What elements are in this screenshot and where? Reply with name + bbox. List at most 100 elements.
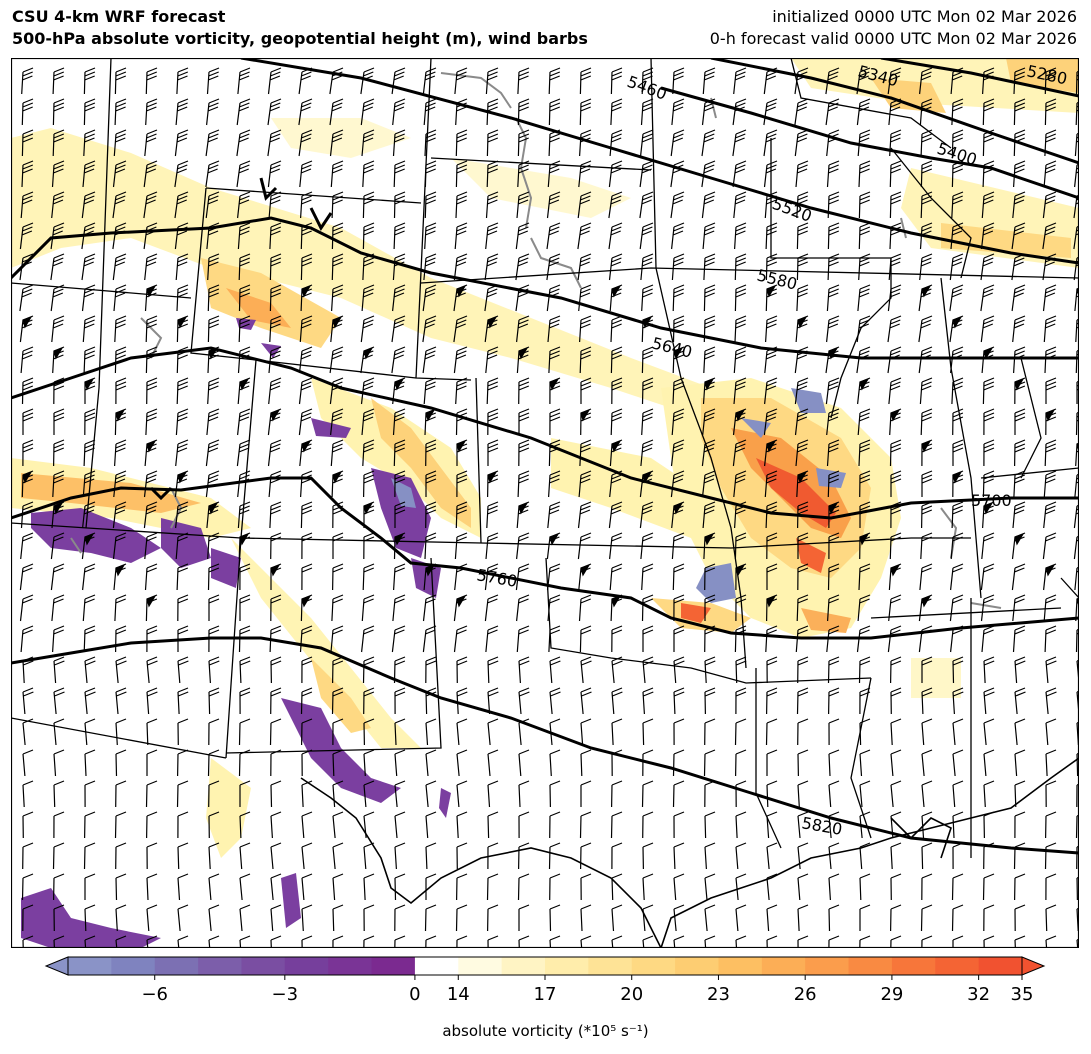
wind-barb (50, 563, 65, 591)
wind-barb (703, 346, 716, 374)
wind-barb (857, 408, 871, 436)
wind-barb (673, 656, 685, 684)
wind-barb (859, 718, 871, 746)
wind-barb (580, 656, 592, 684)
wind-barb (980, 253, 995, 281)
product-title: 500-hPa absolute vorticity, geopotential… (12, 29, 588, 48)
wind-barb (363, 687, 375, 715)
wind-barb (329, 67, 344, 95)
wind-barb (82, 501, 96, 529)
wind-barb (113, 284, 127, 312)
wind-barb (1042, 222, 1057, 250)
wind-barb (763, 160, 778, 188)
wind-barb (1011, 284, 1026, 312)
wind-barb (19, 563, 34, 591)
wind-barb (1074, 163, 1079, 188)
wind-barb (983, 904, 995, 932)
wind-barb (671, 532, 685, 560)
wind-barb (174, 160, 189, 188)
wind-barb (332, 904, 344, 932)
wind-barb (21, 160, 34, 188)
wind-barb (610, 346, 623, 374)
wind-barb (735, 842, 747, 870)
wind-barb (1076, 380, 1079, 404)
wind-barb (52, 129, 65, 157)
wind-barb (611, 780, 623, 808)
wind-barb (952, 408, 964, 436)
wind-flag (146, 439, 157, 453)
wind-barb (114, 67, 127, 95)
wind-barb (549, 749, 561, 777)
wind-barb (982, 873, 995, 901)
wind-barb (763, 408, 778, 436)
wind-barb (300, 191, 313, 219)
wind-barb (114, 811, 127, 839)
wind-barb (177, 842, 189, 870)
wind-barb (301, 904, 313, 932)
wind-barb (766, 811, 778, 839)
wind-flag (828, 501, 839, 515)
wind-flag (301, 284, 312, 298)
wind-barb (456, 780, 468, 808)
wind-barb (22, 935, 34, 948)
wind-barb (952, 811, 964, 839)
wind-flag (611, 594, 622, 608)
wind-barb (19, 594, 34, 622)
wind-barb (301, 563, 313, 591)
wind-flag (301, 594, 312, 608)
wind-barb (176, 284, 189, 312)
wind-flag (1045, 408, 1056, 422)
wind-barb (517, 67, 530, 95)
wind-barb (548, 842, 561, 870)
wind-barb (859, 873, 871, 901)
wind-barb (363, 780, 375, 808)
wind-barb (301, 718, 313, 746)
wind-barb (360, 98, 375, 126)
wind-barb (672, 780, 685, 808)
contour-wiggles (149, 177, 333, 501)
wind-barb (267, 439, 282, 467)
wind-barb (734, 253, 747, 281)
wind-barb (827, 470, 840, 498)
wind-barb (826, 439, 840, 467)
wind-barb (1042, 284, 1057, 312)
wind-barb (641, 284, 654, 312)
colorbar-swatches (44, 956, 1046, 976)
wind-barb (237, 501, 251, 529)
wind-barb (363, 904, 375, 932)
wind-barb (704, 656, 716, 684)
wind-barb (578, 160, 592, 188)
wind-barb (890, 749, 902, 777)
wind-barb (888, 377, 902, 405)
wind-barb (363, 470, 375, 498)
wind-barb (701, 191, 716, 219)
wind-barb (175, 253, 189, 281)
wind-barb (425, 501, 437, 529)
wind-barb (1045, 377, 1057, 404)
colorbar-swatch (328, 957, 373, 975)
wind-barb (641, 780, 654, 808)
wind-barb (362, 222, 375, 250)
wind-barb (484, 284, 499, 312)
wind-barb (733, 191, 747, 219)
wind-barb (671, 98, 685, 126)
wind-flag (766, 594, 777, 608)
colorbar-tick-label: 35 (1011, 984, 1034, 1005)
wind-barb (887, 625, 902, 653)
wind-barb (301, 656, 313, 684)
wind-barb (983, 780, 995, 808)
wind-barb (456, 935, 468, 948)
wind-barb (145, 346, 158, 374)
wind-barb (859, 842, 871, 870)
wind-barb (238, 253, 251, 281)
wind-barb (363, 935, 375, 948)
wind-barb (208, 594, 220, 621)
wind-barb (20, 501, 34, 529)
wind-flag (332, 470, 343, 484)
wind-barb (797, 780, 809, 808)
colorbar-swatch (588, 957, 633, 975)
wind-barb (921, 687, 933, 715)
colorbar-swatch (68, 957, 112, 975)
wind-barb (765, 625, 778, 653)
wind-barb (115, 842, 127, 870)
